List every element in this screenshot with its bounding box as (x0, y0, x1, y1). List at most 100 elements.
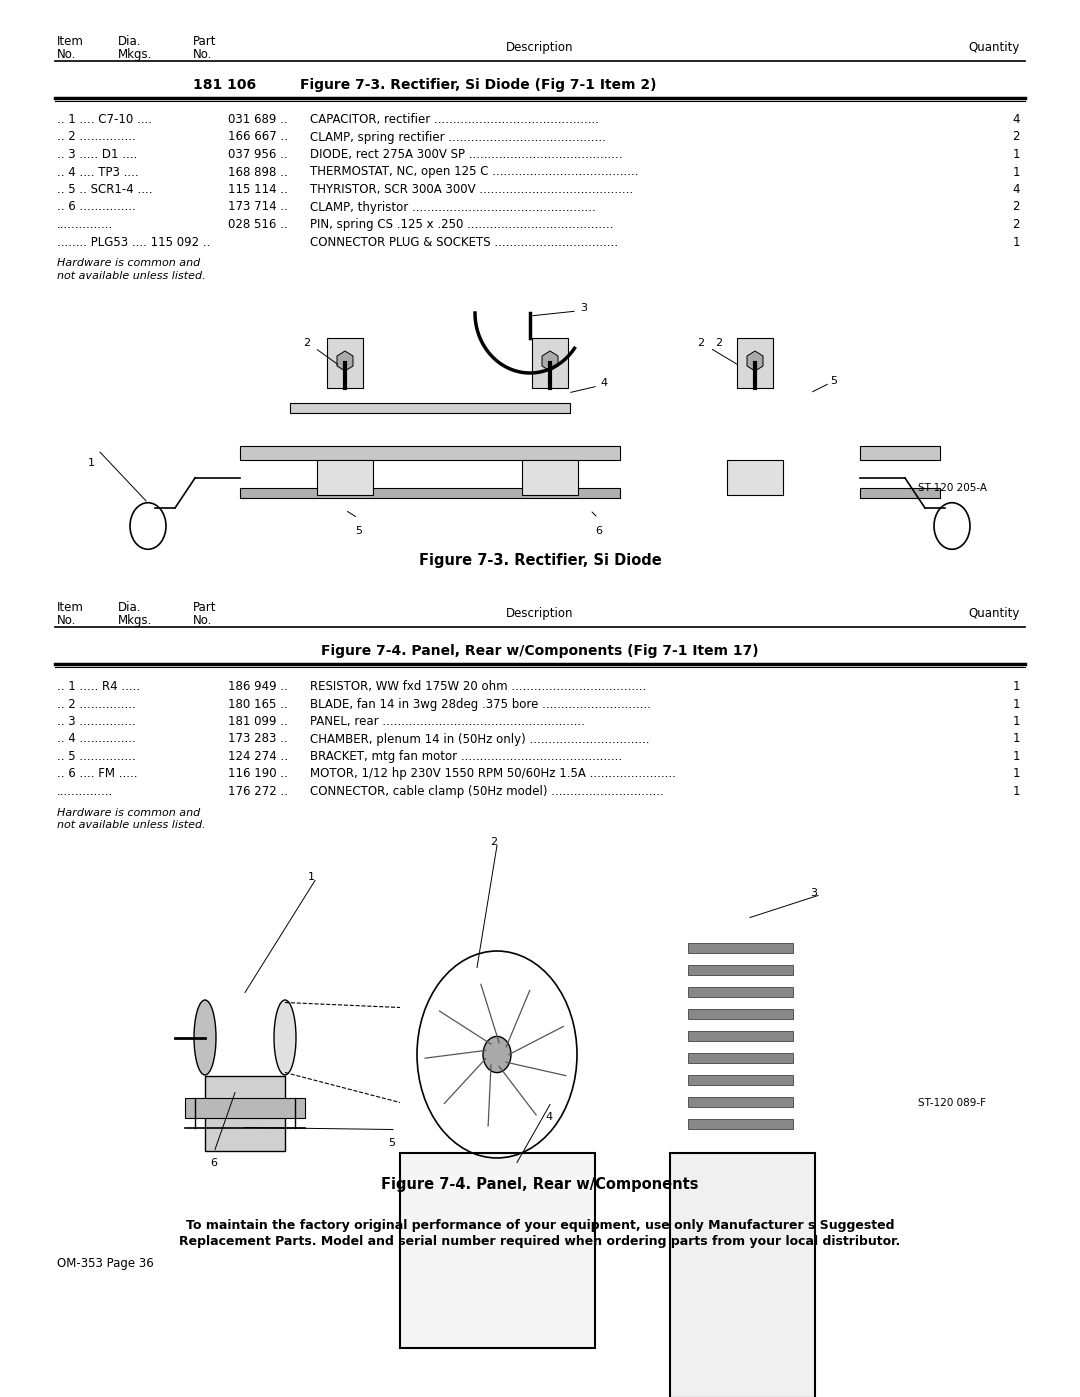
Text: 5: 5 (831, 376, 837, 386)
Text: Dia.: Dia. (118, 601, 141, 615)
Text: .. 1 ..... R4 .....: .. 1 ..... R4 ..... (57, 680, 140, 693)
Text: 2: 2 (715, 338, 723, 348)
Text: 181 106: 181 106 (193, 78, 256, 92)
FancyBboxPatch shape (688, 964, 793, 975)
Text: 1: 1 (1013, 165, 1020, 179)
Text: 115 114 ..: 115 114 .. (228, 183, 288, 196)
Text: CAPACITOR, rectifier ............................................: CAPACITOR, rectifier ...................… (310, 113, 599, 126)
FancyBboxPatch shape (727, 460, 783, 495)
Text: Quantity: Quantity (969, 608, 1020, 620)
Text: Mkgs.: Mkgs. (118, 615, 152, 627)
Text: CHAMBER, plenum 14 in (50Hz only) ................................: CHAMBER, plenum 14 in (50Hz only) ......… (310, 732, 649, 746)
Text: ST-120 089-F: ST-120 089-F (918, 1098, 986, 1108)
Text: ...............: ............... (57, 785, 113, 798)
Text: 176 272 ..: 176 272 .. (228, 785, 288, 798)
Ellipse shape (274, 1000, 296, 1076)
FancyBboxPatch shape (688, 1052, 793, 1063)
Text: Figure 7-3. Rectifier, Si Diode (Fig 7-1 Item 2): Figure 7-3. Rectifier, Si Diode (Fig 7-1… (300, 78, 657, 92)
Text: 173 283 ..: 173 283 .. (228, 732, 287, 746)
Text: 2: 2 (303, 338, 310, 348)
Text: 2: 2 (1013, 130, 1020, 144)
Text: .. 5 .. SCR1-4 ....: .. 5 .. SCR1-4 .... (57, 183, 152, 196)
FancyBboxPatch shape (688, 986, 793, 996)
Text: 2: 2 (697, 338, 704, 348)
FancyBboxPatch shape (688, 1074, 793, 1084)
Text: 1: 1 (1013, 148, 1020, 161)
Text: 186 949 ..: 186 949 .. (228, 680, 288, 693)
Text: No.: No. (57, 615, 77, 627)
Text: THERMOSTAT, NC, open 125 C .......................................: THERMOSTAT, NC, open 125 C .............… (310, 165, 638, 179)
Text: .. 2 ...............: .. 2 ............... (57, 697, 136, 711)
FancyBboxPatch shape (688, 1031, 793, 1041)
FancyBboxPatch shape (688, 1097, 793, 1106)
Text: 124 274 ..: 124 274 .. (228, 750, 288, 763)
Polygon shape (747, 351, 762, 372)
Text: 1: 1 (1013, 697, 1020, 711)
Text: not available unless listed.: not available unless listed. (57, 820, 205, 830)
Text: 3: 3 (810, 887, 816, 897)
Text: 1: 1 (1013, 732, 1020, 746)
Text: Dia.: Dia. (118, 35, 141, 47)
Text: 180 165 ..: 180 165 .. (228, 697, 287, 711)
Text: 1: 1 (1013, 680, 1020, 693)
Text: 6: 6 (210, 1158, 217, 1168)
Text: 037 956 ..: 037 956 .. (228, 148, 287, 161)
Text: 028 516 ..: 028 516 .. (228, 218, 287, 231)
Text: 116 190 ..: 116 190 .. (228, 767, 288, 781)
Text: 4: 4 (600, 379, 607, 388)
FancyBboxPatch shape (240, 488, 620, 497)
Text: 1: 1 (1013, 715, 1020, 728)
FancyBboxPatch shape (532, 338, 568, 388)
Text: Figure 7-4. Panel, Rear w/Components (Fig 7-1 Item 17): Figure 7-4. Panel, Rear w/Components (Fi… (321, 644, 759, 658)
Text: Description: Description (507, 608, 573, 620)
Text: 1: 1 (1013, 236, 1020, 249)
Text: 2: 2 (490, 837, 497, 848)
Text: 5: 5 (388, 1137, 395, 1147)
Text: DIODE, rect 275A 300V SP .........................................: DIODE, rect 275A 300V SP ...............… (310, 148, 622, 161)
Text: No.: No. (57, 47, 77, 61)
Text: 6: 6 (595, 527, 602, 536)
Text: To maintain the factory original performance of your equipment, use only Manufac: To maintain the factory original perform… (186, 1220, 894, 1232)
Text: 181 099 ..: 181 099 .. (228, 715, 287, 728)
Text: Description: Description (507, 41, 573, 54)
Text: ...............: ............... (57, 218, 113, 231)
FancyBboxPatch shape (291, 402, 570, 414)
Text: CONNECTOR, cable clamp (50Hz model) ..............................: CONNECTOR, cable clamp (50Hz model) ....… (310, 785, 664, 798)
Text: Figure 7-3. Rectifier, Si Diode: Figure 7-3. Rectifier, Si Diode (419, 553, 661, 569)
Text: Item: Item (57, 35, 84, 47)
FancyBboxPatch shape (522, 460, 578, 495)
Text: 4: 4 (545, 1112, 552, 1123)
Text: .. 3 ..... D1 ....: .. 3 ..... D1 .... (57, 148, 137, 161)
Text: 4: 4 (1013, 183, 1020, 196)
Text: .. 4 .... TP3 ....: .. 4 .... TP3 .... (57, 165, 138, 179)
Text: THYRISTOR, SCR 300A 300V .........................................: THYRISTOR, SCR 300A 300V ...............… (310, 183, 633, 196)
Text: 1: 1 (1013, 767, 1020, 781)
Text: .. 3 ...............: .. 3 ............... (57, 715, 136, 728)
Text: CLAMP, thyristor .................................................: CLAMP, thyristor .......................… (310, 201, 596, 214)
Text: ST-120 205-A: ST-120 205-A (918, 483, 987, 493)
Ellipse shape (194, 1000, 216, 1076)
FancyBboxPatch shape (670, 1153, 815, 1397)
Text: 168 898 ..: 168 898 .. (228, 165, 287, 179)
Text: 166 667 ..: 166 667 .. (228, 130, 288, 144)
Text: .. 2 ...............: .. 2 ............... (57, 130, 136, 144)
Text: PIN, spring CS .125 x .250 .......................................: PIN, spring CS .125 x .250 .............… (310, 218, 613, 231)
Polygon shape (542, 351, 558, 372)
Text: ........ PLG53 .... 115 092 ..: ........ PLG53 .... 115 092 .. (57, 236, 211, 249)
Text: .. 1 .... C7-10 ....: .. 1 .... C7-10 .... (57, 113, 152, 126)
Text: 173 714 ..: 173 714 .. (228, 201, 288, 214)
FancyBboxPatch shape (185, 1098, 305, 1118)
Text: MOTOR, 1/12 hp 230V 1550 RPM 50/60Hz 1.5A .......................: MOTOR, 1/12 hp 230V 1550 RPM 50/60Hz 1.5… (310, 767, 676, 781)
Text: 3: 3 (580, 303, 588, 313)
Text: Mkgs.: Mkgs. (118, 47, 152, 61)
Text: 2: 2 (1013, 218, 1020, 231)
FancyBboxPatch shape (240, 446, 620, 460)
Text: .. 6 ...............: .. 6 ............... (57, 201, 136, 214)
Text: 1: 1 (87, 458, 95, 468)
FancyBboxPatch shape (860, 488, 940, 497)
Text: BRACKET, mtg fan motor ...........................................: BRACKET, mtg fan motor .................… (310, 750, 622, 763)
Text: RESISTOR, WW fxd 175W 20 ohm ....................................: RESISTOR, WW fxd 175W 20 ohm ...........… (310, 680, 646, 693)
Text: Part: Part (193, 601, 216, 615)
Text: .. 4 ...............: .. 4 ............... (57, 732, 136, 746)
Text: 1: 1 (1013, 750, 1020, 763)
